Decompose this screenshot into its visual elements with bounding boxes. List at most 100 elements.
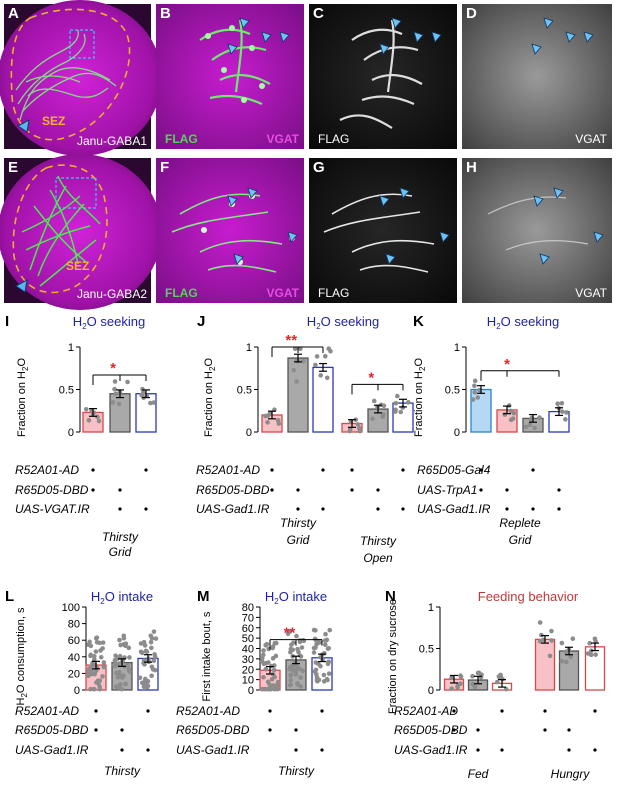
data-point: [494, 679, 500, 685]
data-point: [322, 638, 328, 643]
panel-a-right-label: Janu-GABA1: [77, 134, 147, 148]
panel-letter-i: I: [5, 313, 9, 330]
data-point: [472, 684, 478, 690]
data-point: [261, 674, 266, 680]
data-point: [259, 656, 265, 661]
data-point: [271, 667, 277, 673]
genotype-dot: [270, 468, 274, 472]
data-point: [380, 412, 386, 417]
genotype-dot: [350, 488, 354, 492]
data-point: [593, 652, 598, 657]
data-point: [313, 660, 319, 665]
genotype-dot: [500, 748, 504, 752]
y-tick-label: 50: [242, 633, 254, 645]
genotype-dot: [567, 728, 571, 732]
data-point: [458, 673, 463, 678]
data-point: [301, 358, 306, 364]
genotype-label: R52A01-AD: [394, 704, 458, 718]
genotype-dot: [479, 468, 483, 472]
y-tick-label: 20: [242, 664, 254, 676]
data-point: [153, 636, 159, 641]
genotype-dot: [144, 507, 148, 511]
data-point: [324, 375, 330, 381]
bar: [135, 393, 157, 433]
genotype-dot: [91, 468, 95, 472]
y-tick-label: 0: [246, 427, 252, 439]
y-axis-label: First intake bout, s: [201, 611, 213, 701]
data-point: [322, 353, 328, 359]
data-point: [152, 654, 158, 660]
y-tick-label: 0: [248, 685, 254, 697]
data-point: [294, 379, 299, 384]
data-point: [313, 667, 319, 673]
data-point: [263, 413, 268, 419]
y-tick-label: 30: [242, 654, 254, 666]
genotype-dot: [567, 748, 571, 752]
data-point: [88, 652, 93, 658]
data-point: [321, 650, 327, 656]
panel-d-right-label: VGAT: [575, 132, 607, 146]
data-point: [537, 620, 543, 625]
bar: [312, 366, 334, 433]
condition-label: Thirsty: [104, 764, 141, 778]
data-point: [293, 672, 299, 677]
panel-h-right-label: VGAT: [575, 286, 607, 300]
data-point: [115, 674, 121, 680]
condition-label: Thirsty: [280, 516, 317, 530]
significance-star: **: [284, 625, 296, 642]
data-point: [327, 627, 333, 633]
y-tick-label: 0.5: [445, 385, 460, 397]
data-point: [86, 642, 91, 648]
data-point: [357, 428, 363, 434]
y-tick-label: 1: [246, 342, 252, 354]
data-point: [148, 633, 154, 639]
genotype-dot: [452, 728, 456, 732]
data-point: [314, 354, 320, 359]
data-point: [355, 422, 361, 427]
genotype-dot: [505, 507, 509, 511]
data-point: [311, 650, 317, 655]
data-point: [88, 686, 93, 692]
data-point: [117, 637, 122, 643]
panel-e-left-label: SEZ: [66, 259, 89, 273]
data-point: [559, 640, 565, 646]
data-point: [549, 638, 554, 643]
data-point: [275, 679, 281, 685]
data-point: [112, 386, 117, 392]
genotype-label: R52A01-AD: [176, 704, 240, 718]
chart-panel-n: Feeding behavior 0 0.5 1 Fraction on dry suc…: [387, 589, 606, 781]
genotype-label: UAS-TrpA1: [417, 483, 477, 497]
data-point: [322, 642, 328, 648]
data-point: [138, 641, 144, 646]
y-tick-label: 1: [454, 342, 460, 354]
data-point: [96, 418, 102, 424]
data-point: [287, 682, 293, 688]
data-point: [298, 346, 303, 352]
genotype-label: R65D05-Gal4: [417, 463, 491, 477]
chart-title: H2O intake: [265, 589, 327, 606]
data-point: [121, 642, 127, 647]
data-point: [270, 645, 275, 651]
data-point: [268, 686, 274, 692]
genotype-dot: [543, 709, 547, 713]
data-point: [510, 416, 516, 421]
genotype-dot: [268, 728, 272, 732]
significance-star: *: [504, 356, 510, 373]
y-tick-label: 0: [74, 685, 80, 697]
panel-letter-a: A: [8, 5, 19, 22]
panel-letter-d: D: [466, 5, 477, 22]
y-tick-label: 80: [242, 602, 254, 614]
genotype-label: UAS-VGAT.IR: [15, 502, 90, 516]
panel-letter-h: H: [466, 159, 477, 176]
panel-h-image: [462, 158, 612, 303]
genotype-dot: [321, 507, 325, 511]
genotype-dot: [296, 507, 300, 511]
data-point: [475, 395, 481, 400]
data-point: [125, 379, 130, 385]
arrowhead-markers-row1: [227, 17, 594, 55]
data-point: [300, 668, 306, 674]
panel-letter-m: M: [197, 588, 210, 605]
genotype-dot: [452, 709, 456, 713]
genotype-label: UAS-Gad1.IR: [196, 502, 270, 516]
